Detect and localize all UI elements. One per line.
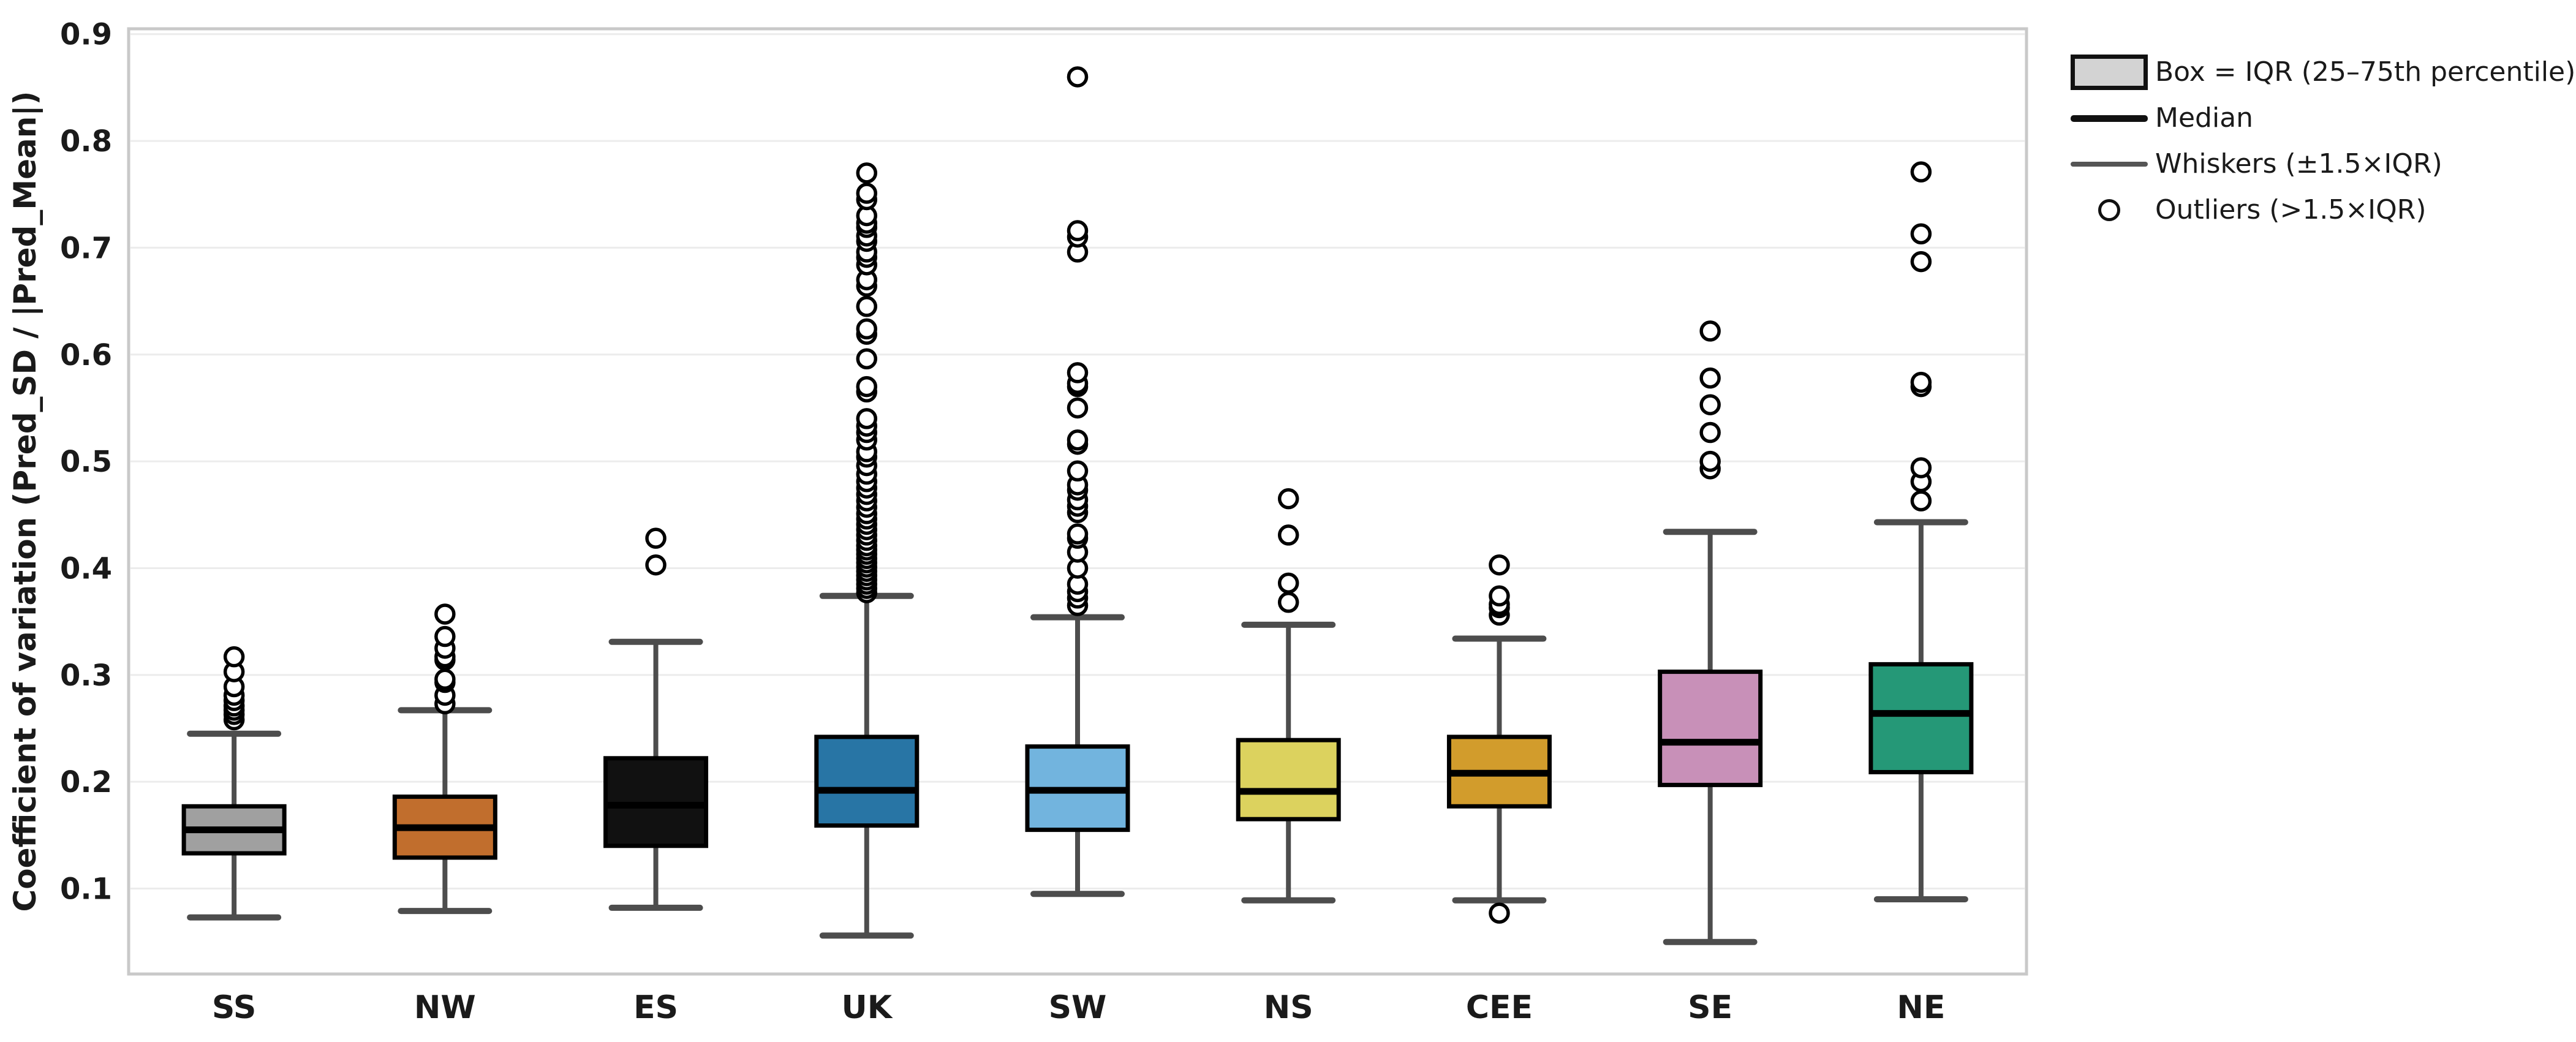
outlier-point <box>856 296 878 317</box>
y-tick-label: 0.1 <box>60 872 112 907</box>
outlier-point <box>1910 371 1932 393</box>
y-tick-label: 0.4 <box>60 551 112 586</box>
outlier-point <box>856 162 878 184</box>
outlier-point <box>1277 488 1299 510</box>
outlier-point <box>1489 902 1510 924</box>
outlier-point <box>1910 251 1932 273</box>
box-group-ES <box>603 527 709 911</box>
whisker-line-icon <box>2063 162 2155 167</box>
outlier-point <box>856 408 878 429</box>
outlier-point <box>223 646 245 668</box>
y-tick-label: 0.3 <box>60 659 112 693</box>
outlier-point <box>434 625 456 647</box>
x-category-label: SW <box>1049 989 1107 1026</box>
box-group-NS <box>1236 488 1341 904</box>
outlier-point <box>856 183 878 204</box>
outlier-point <box>1699 394 1721 415</box>
x-category-label: UK <box>842 989 893 1026</box>
box-group-SE <box>1658 320 1763 945</box>
legend-label: Whiskers (±1.5×IQR) <box>2155 148 2442 179</box>
outlier-point <box>1067 362 1089 383</box>
legend-label: Outliers (>1.5×IQR) <box>2155 194 2427 225</box>
legend-item-whiskers: Whiskers (±1.5×IQR) <box>2063 148 2575 180</box>
y-tick-label: 0.8 <box>60 124 112 159</box>
y-tick-label: 0.2 <box>60 765 112 799</box>
iqr-box <box>814 734 920 828</box>
iqr-box <box>1868 662 1974 774</box>
x-category-label: ES <box>633 989 678 1026</box>
legend-item-box: Box = IQR (25–75th percentile) <box>2063 55 2576 90</box>
legend-label: Box = IQR (25–75th percentile) <box>2155 56 2576 88</box>
outlier-point <box>1699 450 1721 472</box>
legend: Box = IQR (25–75th percentile) Median Wh… <box>2063 55 2576 226</box>
outlier-point <box>1067 397 1089 419</box>
outlier-point <box>1067 460 1089 482</box>
x-category-label: NW <box>414 989 476 1026</box>
outlier-point <box>1277 524 1299 546</box>
outlier-point <box>645 527 667 549</box>
outlier-point <box>434 603 456 625</box>
box-group-NW <box>392 603 497 915</box>
x-category-label: SE <box>1688 989 1732 1026</box>
median-line-icon <box>2063 115 2155 122</box>
legend-item-outliers: Outliers (>1.5×IQR) <box>2063 194 2575 226</box>
outlier-point <box>1067 66 1089 88</box>
outlier-point <box>1910 457 1932 478</box>
y-axis-title: Coefficient of variation (Pred_SD / |Pre… <box>7 91 43 912</box>
outlier-point <box>1910 161 1932 183</box>
outlier-point <box>1699 367 1721 389</box>
iqr-box <box>1236 738 1341 821</box>
plot-border <box>127 27 2028 976</box>
outlier-point <box>1910 490 1932 512</box>
x-category-label: SS <box>212 989 257 1026</box>
box-group-NE <box>1868 161 1974 902</box>
outlier-point <box>1277 592 1299 613</box>
outlier-point <box>1067 523 1089 545</box>
outlier-point <box>1699 421 1721 444</box>
outlier-point <box>856 376 878 398</box>
outlier-point <box>1067 220 1089 241</box>
outlier-point <box>1699 320 1721 342</box>
y-tick-label: 0.5 <box>60 445 112 479</box>
box-swatch-icon <box>2063 55 2155 90</box>
x-category-label: NS <box>1264 989 1313 1026</box>
y-tick-label: 0.6 <box>60 338 112 372</box>
legend-label: Median <box>2155 102 2254 134</box>
box-group-SW <box>1025 66 1130 897</box>
outlier-point <box>1067 429 1089 451</box>
outlier-point <box>1489 554 1510 576</box>
y-tick-label: 0.7 <box>60 231 112 265</box>
box-group-CEE <box>1446 554 1552 924</box>
x-category-label: NE <box>1897 989 1945 1026</box>
outlier-point <box>1489 585 1510 607</box>
x-category-label: CEE <box>1466 989 1533 1026</box>
outlier-point <box>1910 223 1932 245</box>
y-tick-label: 0.9 <box>60 18 112 52</box>
iqr-box <box>1658 670 1763 787</box>
outlier-point <box>1277 572 1299 594</box>
outlier-point <box>856 348 878 369</box>
outlier-point <box>434 668 456 690</box>
box-group-SS <box>181 646 287 921</box>
outlier-point <box>856 318 878 340</box>
outlier-circle-icon <box>2063 199 2155 221</box>
box-group-UK <box>814 162 920 939</box>
outlier-point <box>645 554 667 576</box>
legend-item-median: Median <box>2063 102 2575 134</box>
